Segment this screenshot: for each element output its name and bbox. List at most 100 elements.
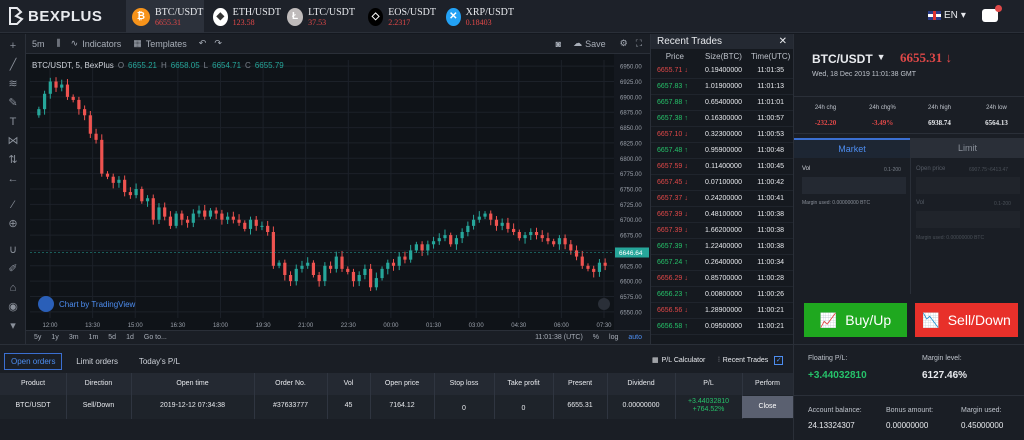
candle-type-icon[interactable]: ⫼: [56, 38, 61, 48]
x-tick-label: 15:00: [128, 323, 144, 329]
range-goto[interactable]: Go to...: [143, 334, 167, 341]
close-icon[interactable]: ✕: [778, 36, 787, 47]
stay-drawing-icon[interactable]: ✐: [8, 263, 18, 275]
range-1y[interactable]: 1y: [51, 334, 59, 341]
candlestick-chart[interactable]: 6950.00 6925.00 6900.00 6875.00 6850.00 6825.…: [26, 54, 650, 344]
tab-todays-pl[interactable]: Today's P/L: [138, 357, 180, 366]
arrow-up-icon: ↑: [684, 115, 688, 122]
y-tick-label: 6675.00: [620, 234, 642, 240]
close-position-button[interactable]: Close: [742, 396, 793, 418]
col-stoploss: Stop loss: [449, 380, 479, 387]
range-5d[interactable]: 5d: [108, 334, 117, 341]
ticker-eos-usdt[interactable]: ◇ EOS/USDT 2.2317: [362, 0, 436, 33]
limit-vol-input[interactable]: [916, 211, 1020, 228]
vol-input-market[interactable]: [802, 177, 906, 194]
price-chart[interactable]: 6950.00 6925.00 6900.00 6875.00 6850.00 6825.…: [26, 54, 650, 344]
candle: [311, 262, 316, 275]
text-icon[interactable]: T: [9, 116, 17, 128]
sell-down-label: Sell/Down: [947, 312, 1011, 328]
tab-limit-orders[interactable]: Limit orders: [76, 357, 119, 366]
pattern-icon[interactable]: ⋈: [7, 135, 19, 147]
ticker-xrp-usdt[interactable]: ✕ XRP/USDT 0.18403: [440, 0, 514, 33]
lock-icon[interactable]: ⌂: [9, 282, 17, 294]
percent-toggle[interactable]: %: [592, 334, 600, 341]
x-tick-label: 06:00: [554, 323, 570, 329]
margin-used-value: 0.45000000: [961, 421, 1004, 430]
scroll-right-icon[interactable]: [598, 298, 610, 310]
pair-selector[interactable]: BTC/USDT ▼: [812, 52, 886, 66]
undo-icon[interactable]: ↶: [198, 38, 207, 48]
range-5y[interactable]: 5y: [34, 334, 42, 341]
recent-trades-title: Recent Trades: [657, 36, 723, 47]
tab-market[interactable]: Market: [794, 138, 910, 158]
interval-select[interactable]: 5m: [32, 38, 45, 49]
watermark-text: Chart by TradingView: [59, 299, 136, 309]
redo-icon[interactable]: ↷: [214, 38, 222, 48]
log-toggle[interactable]: log: [609, 334, 619, 341]
tab-open-orders[interactable]: Open orders: [4, 353, 63, 370]
open-price-input[interactable]: [916, 177, 1020, 194]
checkbox-checked-icon[interactable]: ✓: [774, 356, 784, 365]
ticker-ltc-usdt[interactable]: Ł LTC/USDT 37.53: [281, 0, 355, 33]
ticker-price: 2.2317: [388, 17, 411, 27]
magnet-icon[interactable]: ∪: [8, 244, 18, 256]
prediction-icon[interactable]: ⇅: [8, 154, 18, 166]
fullscreen-icon[interactable]: ⛶: [635, 38, 642, 48]
price-axis[interactable]: [614, 54, 650, 330]
recent-trades-toggle[interactable]: ⫶ Recent Trades ✓: [718, 356, 784, 365]
trade-price-value: 6657.83: [657, 83, 683, 90]
eye-icon[interactable]: ◉: [8, 301, 18, 313]
brush-icon[interactable]: ✎: [8, 97, 18, 109]
pair-name: BTC/USDT: [812, 52, 873, 66]
auto-toggle[interactable]: auto: [628, 334, 642, 341]
trade-row: 6657.39 ↓ 0.48100000 11:00:38: [651, 207, 793, 223]
fib-icon[interactable]: ≋: [8, 78, 18, 90]
buy-up-button[interactable]: 📈 Buy/Up: [804, 303, 907, 337]
trade-row: 6657.88 ↑ 0.65400000 11:01:01: [651, 95, 793, 111]
ticker-price: 6655.31: [155, 17, 181, 27]
indicators-button[interactable]: Indicators: [82, 38, 122, 49]
ruler-icon[interactable]: ⁄: [12, 199, 14, 211]
y-tick-label: 6600.00: [620, 280, 642, 286]
ticker-btc-usdt[interactable]: ₿ BTC/USDT 6655.31: [126, 0, 204, 33]
back-arrow-icon[interactable]: ←: [7, 173, 19, 185]
zoom-icon[interactable]: ⊕: [8, 218, 18, 230]
chat-icon[interactable]: [982, 5, 1002, 22]
range-1d[interactable]: 1d: [126, 334, 134, 341]
candle: [300, 265, 304, 269]
row-pl: +3.44032810 +764.52%: [675, 398, 742, 414]
arrow-down-icon: ↓: [684, 179, 688, 186]
range-3m[interactable]: 3m: [68, 334, 79, 341]
tab-limit[interactable]: Limit: [910, 138, 1024, 158]
y-tick-label: 6725.00: [620, 203, 642, 209]
save-button[interactable]: Save: [585, 38, 606, 49]
language-selector[interactable]: EN ▾: [928, 10, 966, 21]
candle: [431, 241, 436, 245]
tradingview-watermark[interactable]: Chart by TradingView: [38, 296, 135, 312]
camera-icon[interactable]: ◙: [555, 38, 562, 49]
trade-size: 0.26400000: [705, 259, 742, 266]
pl-calculator-button[interactable]: ▦ P/L Calculator: [652, 356, 705, 365]
sell-down-button[interactable]: 📉 Sell/Down: [915, 303, 1018, 337]
brand-logo[interactable]: BEXPLUS: [8, 7, 102, 25]
ticker-text: ETH/USDT 123.58: [233, 7, 281, 27]
trade-size: 0.07100000: [705, 179, 742, 186]
trade-price-value: 6657.10: [657, 131, 683, 138]
ticker-eth-usdt[interactable]: ◆ ETH/USDT 123.58: [207, 0, 281, 33]
candle: [48, 81, 52, 94]
templates-button[interactable]: Templates: [145, 38, 187, 49]
col-direction: Direction: [84, 380, 113, 387]
settings-icon[interactable]: ⚙: [619, 38, 628, 48]
range-1m[interactable]: 1m: [88, 334, 99, 341]
candle: [105, 173, 110, 177]
col-orderno: Order No.: [275, 380, 306, 387]
x-tick-label: 07:30: [596, 323, 612, 329]
ticker-text: XRP/USDT 0.18403: [466, 7, 514, 27]
y-tick-label: 6625.00: [620, 264, 642, 270]
position-row[interactable]: [0, 395, 793, 419]
crosshair-icon[interactable]: +: [9, 40, 17, 52]
col-vol: Vol: [343, 380, 354, 387]
trash-icon[interactable]: ▾: [10, 320, 16, 332]
ticker-text: BTC/USDT 6655.31: [155, 7, 203, 27]
trendline-icon[interactable]: ╱: [9, 59, 17, 71]
